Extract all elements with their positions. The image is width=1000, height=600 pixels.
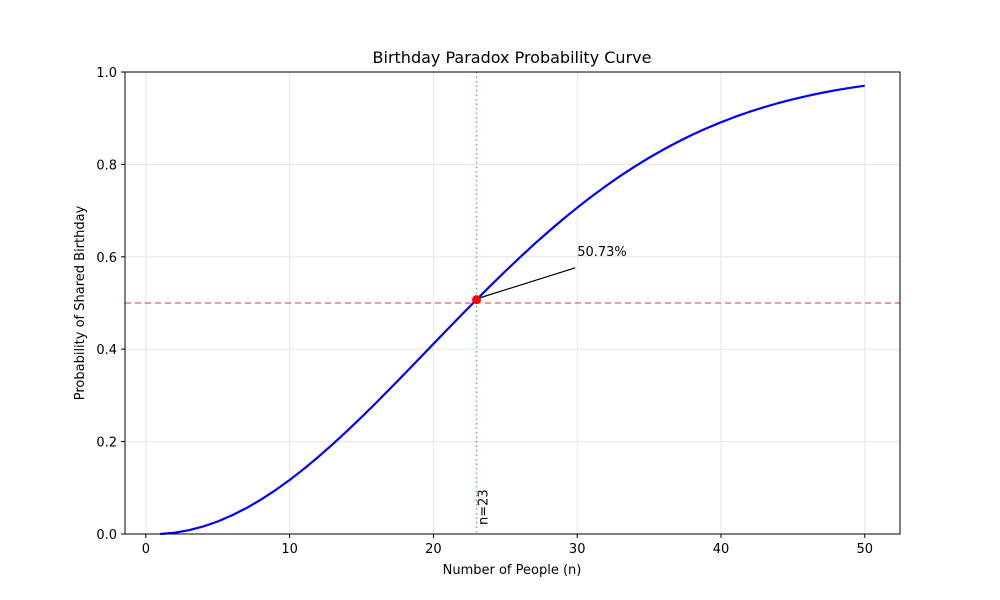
y-tick-label: 0.6: [96, 251, 117, 266]
y-tick-label: 0.2: [96, 436, 117, 451]
grid-lines: [125, 71, 900, 535]
y-axis-ticks: 0.0 0.2 0.4 0.6 0.8 1.0: [96, 66, 125, 543]
x-tick-label: 40: [713, 542, 730, 557]
probability-series-line: [160, 84, 865, 536]
highlight-marker: [472, 295, 482, 305]
y-tick-label: 0.4: [96, 343, 117, 358]
reference-lines: n=23: [125, 72, 900, 534]
x-tick-label: 20: [425, 542, 442, 557]
y-axis-label: Probability of Shared Birthday: [73, 205, 88, 400]
x-axis-label: Number of People (n): [443, 563, 582, 578]
n23-label: n=23: [477, 489, 492, 525]
annotation-group: 50.73%: [480, 245, 627, 299]
y-tick-label: 1.0: [96, 66, 117, 81]
x-tick-label: 30: [569, 542, 586, 557]
x-tick-label: 10: [281, 542, 298, 557]
x-tick-label: 50: [856, 542, 873, 557]
probability-curve: [160, 84, 865, 536]
annotation-label: 50.73%: [577, 245, 627, 260]
x-tick-label: 0: [142, 542, 150, 557]
chart-title: Birthday Paradox Probability Curve: [373, 48, 652, 67]
y-tick-label: 0.0: [96, 528, 117, 543]
x-axis-ticks: 0 10 20 30 40 50: [142, 534, 873, 557]
plot-frame: [124, 71, 901, 535]
y-tick-label: 0.8: [96, 158, 117, 173]
annotation-arrow: [480, 267, 576, 299]
highlight-point-n23: [472, 295, 482, 305]
